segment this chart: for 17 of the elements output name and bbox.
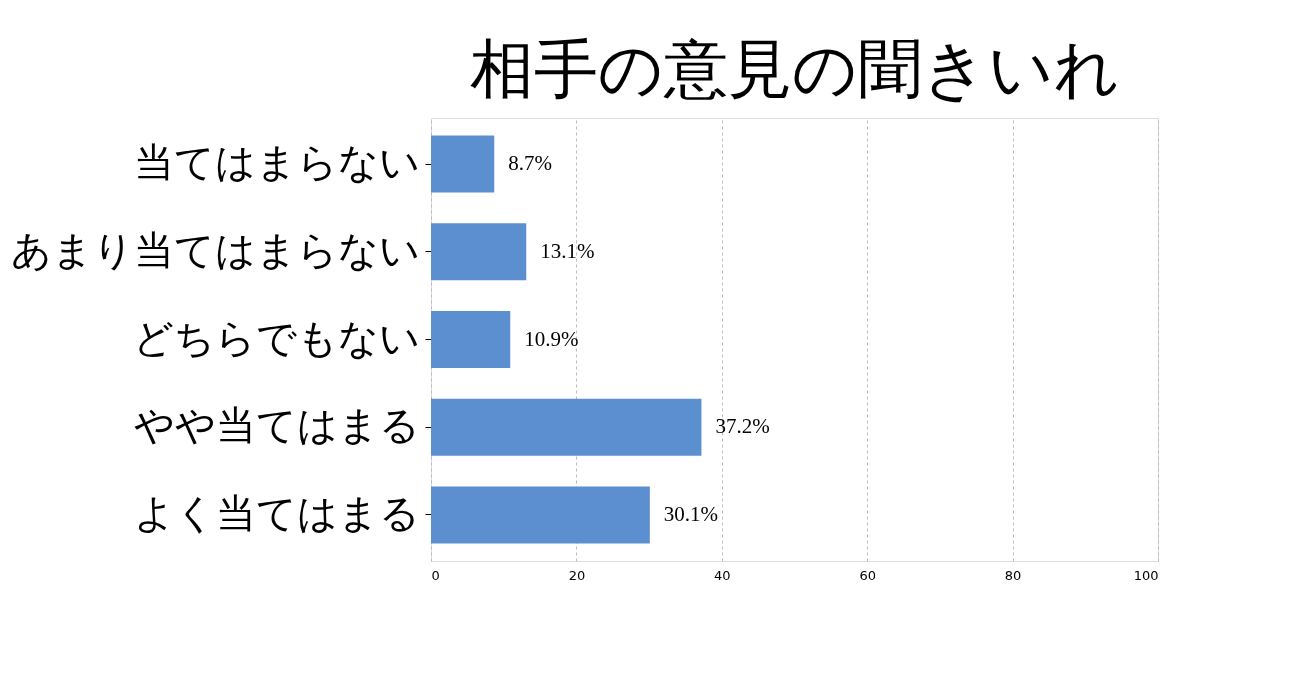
y-tick-label: 当てはまらない (133, 140, 420, 186)
data-label: 30.1% (663, 501, 719, 526)
data-label: 13.1% (540, 238, 595, 263)
x-tick-label: 80 (1004, 567, 1022, 583)
y-tick-label: どちらでもない (132, 315, 420, 361)
data-label: 37.2% (715, 414, 770, 439)
x-tick-label: 0 (431, 567, 440, 583)
y-tick-label: やや当てはまる (133, 403, 420, 449)
x-tick-label: 20 (568, 567, 586, 583)
data-label: 10.9% (524, 326, 579, 351)
x-tick-label: 60 (859, 567, 876, 583)
data-label: 8.7% (508, 151, 552, 176)
x-tick-label: 100 (1133, 567, 1159, 583)
chart-title: 相手の意見の聞きいれ (469, 34, 1120, 105)
y-tick-label: よく当てはまる (133, 490, 420, 536)
x-tick-label: 40 (714, 567, 731, 583)
y-tick-label: あまり当てはまらない (10, 227, 420, 273)
